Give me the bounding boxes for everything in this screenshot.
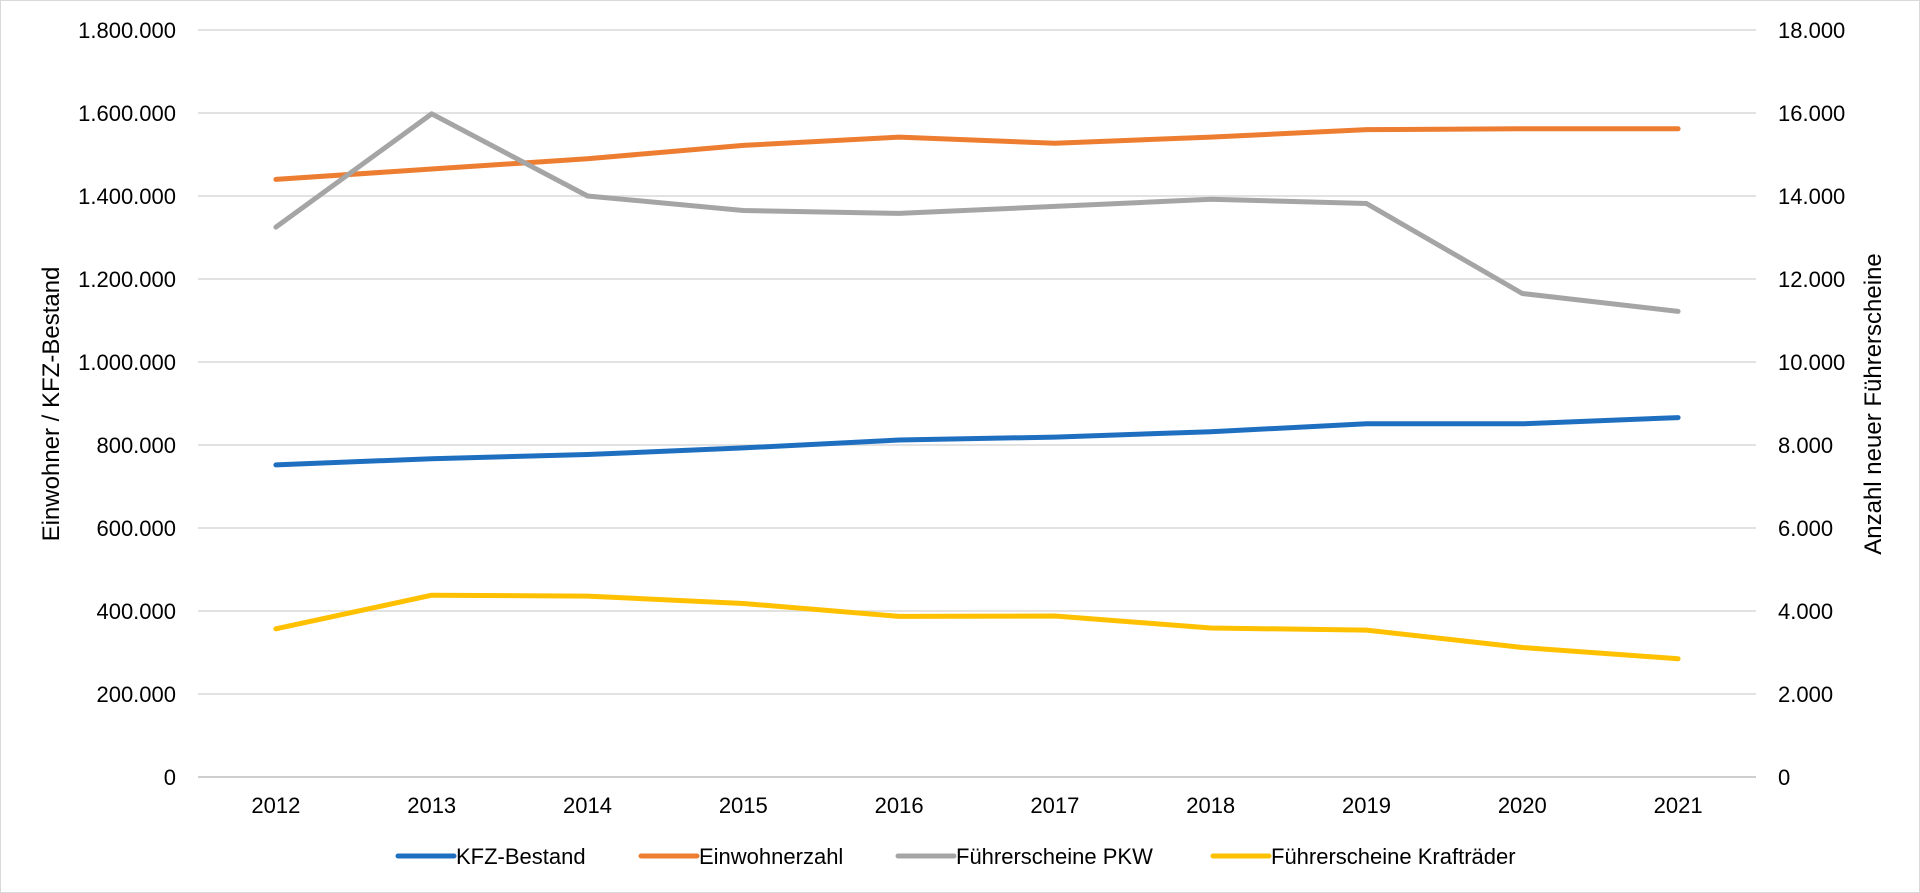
- y-right-tick-label: 4.000: [1778, 599, 1833, 624]
- x-tick-label: 2020: [1498, 793, 1547, 818]
- y-left-tick-label: 1.600.000: [78, 101, 176, 126]
- legend-label: KFZ-Bestand: [456, 844, 586, 869]
- y-right-tick-label: 16.000: [1778, 101, 1845, 126]
- legend-item: Führerscheine PKW: [895, 844, 1153, 869]
- legend: KFZ-Bestand Einwohnerzahl Führerscheine PK…: [395, 844, 1516, 869]
- x-tick-label: 2014: [563, 793, 612, 818]
- left-axis-ticks: 0 200.000 400.000 600.000 800.000 1.000.000 1.…: [78, 18, 176, 790]
- y-left-tick-label: 1.800.000: [78, 18, 176, 43]
- y-left-tick-label: 1.000.000: [78, 350, 176, 375]
- x-tick-label: 2012: [251, 793, 300, 818]
- x-tick-label: 2021: [1654, 793, 1703, 818]
- y-right-tick-label: 2.000: [1778, 682, 1833, 707]
- series-line-führerscheine-pkw: [273, 111, 1681, 314]
- y-left-tick-label: 1.200.000: [78, 267, 176, 292]
- y-left-tick-label: 800.000: [96, 433, 176, 458]
- legend-label: Führerscheine PKW: [956, 844, 1153, 869]
- legend-item: Einwohnerzahl: [638, 844, 843, 869]
- x-tick-label: 2017: [1030, 793, 1079, 818]
- y-right-tick-label: 18.000: [1778, 18, 1845, 43]
- y-left-tick-label: 600.000: [96, 516, 176, 541]
- legend-item: KFZ-Bestand: [395, 844, 586, 869]
- grid: [198, 29, 1756, 778]
- right-axis-ticks: 0 2.000 4.000 6.000 8.000 10.000 12.000 14.000 1…: [1778, 18, 1845, 790]
- y-right-tick-label: 14.000: [1778, 184, 1845, 209]
- x-tick-label: 2013: [407, 793, 456, 818]
- y-right-tick-label: 6.000: [1778, 516, 1833, 541]
- legend-item: Führerscheine Krafträder: [1210, 844, 1516, 869]
- series-lines: [273, 111, 1681, 662]
- series-line-einwohnerzahl: [273, 126, 1681, 182]
- y-right-tick-label: 10.000: [1778, 350, 1845, 375]
- y-left-tick-label: 1.400.000: [78, 184, 176, 209]
- x-tick-label: 2016: [875, 793, 924, 818]
- y-left-tick-label: 0: [164, 765, 176, 790]
- x-tick-label: 2019: [1342, 793, 1391, 818]
- legend-label: Einwohnerzahl: [699, 844, 843, 869]
- x-tick-label: 2018: [1186, 793, 1235, 818]
- x-tick-label: 2015: [719, 793, 768, 818]
- y-left-tick-label: 200.000: [96, 682, 176, 707]
- series-line-führerscheine-krafträder: [273, 592, 1681, 662]
- y-right-tick-label: 12.000: [1778, 267, 1845, 292]
- y-right-tick-label: 0: [1778, 765, 1790, 790]
- y-axis-left-title: Einwohner / KFZ-Bestand: [38, 267, 65, 542]
- series-line-kfz-bestand: [273, 415, 1681, 468]
- legend-label: Führerscheine Krafträder: [1271, 844, 1516, 869]
- y-left-tick-label: 400.000: [96, 599, 176, 624]
- y-right-tick-label: 8.000: [1778, 433, 1833, 458]
- y-axis-right-title: Anzahl neuer Führerscheine: [1860, 253, 1887, 555]
- x-axis-ticks: 2012 2013 2014 2015 2016 2017 2018 2019 2020 2021: [251, 793, 1702, 818]
